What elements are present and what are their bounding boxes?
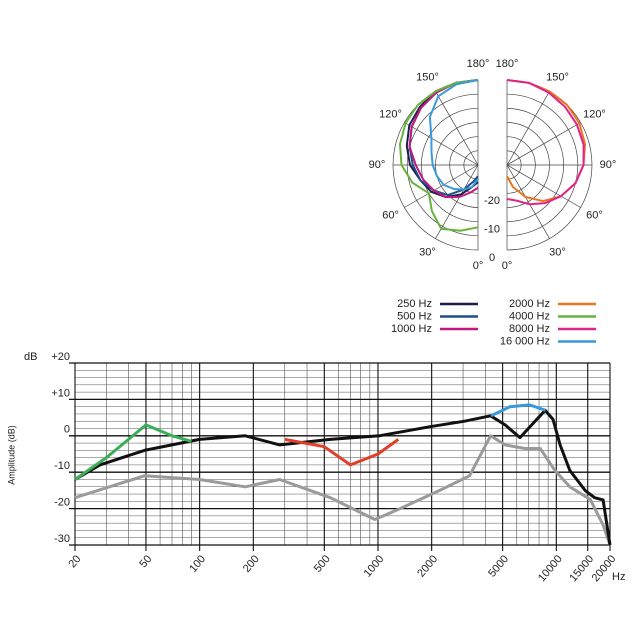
theta-tick-label: 180° [467, 58, 490, 70]
theta-tick-label: 90° [369, 159, 386, 171]
y-tick-label: -10 [54, 460, 70, 472]
y-tick-label: +10 [51, 387, 70, 399]
polar-spoke [435, 164, 479, 239]
legend-label: 4000 Hz [509, 310, 550, 322]
response-line [74, 408, 612, 546]
polar-spoke [404, 164, 479, 208]
polar-spoke [435, 91, 479, 166]
response-line [490, 403, 546, 418]
response-line [74, 434, 612, 546]
response-line [284, 437, 400, 467]
theta-tick-label: 150° [546, 71, 569, 83]
polar-spoke [506, 122, 581, 166]
x-tick-label: 1000 [362, 553, 387, 579]
x-tick-label: 2000 [415, 553, 440, 579]
y-tick-label: -20 [54, 497, 70, 509]
x-tick-label: 20 [66, 553, 83, 570]
legend-label: 2000 Hz [509, 298, 550, 310]
y-unit: dB [24, 351, 37, 363]
theta-tick-label: 180° [496, 58, 519, 70]
response-line [74, 423, 192, 481]
x-tick-label: 100 [187, 553, 208, 575]
polar-spoke [506, 164, 550, 239]
polar-curve [408, 79, 479, 197]
polar-curve [398, 79, 479, 232]
y-axis-title: Amplitude (dB) [6, 425, 16, 485]
theta-tick-label: 60° [382, 209, 399, 221]
x-tick-label: 5000 [486, 553, 511, 579]
x-tick-label: 10000 [536, 553, 565, 584]
y-tick-label: -30 [54, 533, 70, 545]
theta-tick-label: 30° [549, 246, 566, 258]
theta-tick-label: 60° [586, 209, 603, 221]
r-tick-label: -10 [484, 224, 500, 236]
y-tick-label: +20 [51, 351, 70, 363]
x-tick-label: 200 [241, 553, 262, 575]
theta-tick-label: 0° [502, 260, 513, 272]
x-unit: Hz [612, 571, 625, 583]
legend-label: 8000 Hz [509, 323, 550, 335]
x-tick-label: 50 [137, 553, 154, 570]
legend-label: 16 000 Hz [500, 335, 550, 347]
theta-tick-label: 120° [379, 108, 402, 120]
polar-spoke [404, 122, 479, 166]
legend-label: 500 Hz [397, 310, 432, 322]
legend-label: 250 Hz [397, 298, 432, 310]
theta-tick-label: 0° [473, 260, 484, 272]
polar-spoke [506, 164, 581, 208]
y-tick-label: 0 [64, 424, 70, 436]
legend-label: 1000 Hz [391, 323, 432, 335]
r-tick-label: 0 [489, 252, 495, 264]
x-tick-label: 500 [312, 553, 333, 575]
polar-curve [506, 79, 585, 206]
theta-tick-label: 90° [600, 159, 617, 171]
r-tick-label: -20 [484, 195, 500, 207]
polar-spoke [506, 91, 550, 166]
theta-tick-label: 30° [419, 246, 436, 258]
polar-curve [428, 79, 479, 191]
theta-tick-label: 150° [416, 71, 439, 83]
theta-tick-label: 120° [583, 108, 606, 120]
polar-curve [408, 79, 479, 199]
